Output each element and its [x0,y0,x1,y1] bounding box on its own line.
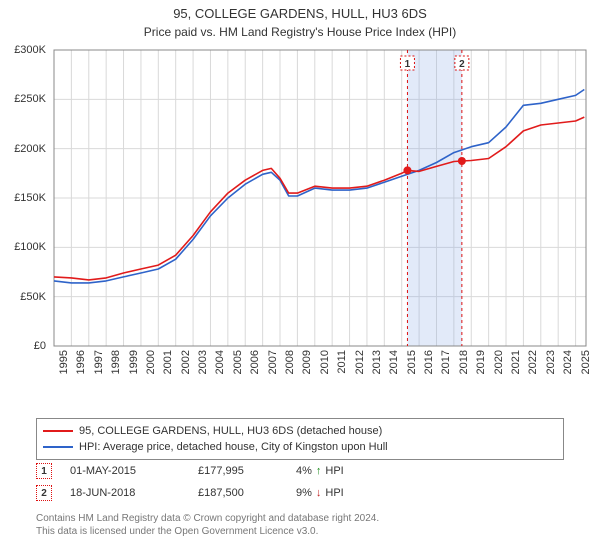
sale-price: £187,500 [198,487,278,499]
y-tick-label: £300K [4,44,46,56]
trend-arrow-icon: ↓ [316,487,322,499]
x-tick-label: 2010 [319,350,331,374]
legend: 95, COLLEGE GARDENS, HULL, HU3 6DS (deta… [36,418,564,460]
x-tick-label: 2015 [406,350,418,374]
trend-arrow-icon: ↑ [316,465,322,477]
sale-diff: 9% ↓HPI [296,487,376,499]
sale-row: 1 01-MAY-2015 £177,995 4% ↑HPI [36,460,564,482]
chart-plot: £0£50K£100K£150K£200K£250K£300K 12 19951… [8,46,592,386]
sale-ref-marker: 1 [36,463,52,479]
x-tick-label: 1995 [58,350,70,374]
chart-title: 95, COLLEGE GARDENS, HULL, HU3 6DS [0,6,600,23]
x-tick-label: 2019 [475,350,487,374]
x-tick-label: 2009 [301,350,313,374]
x-tick-label: 2004 [214,350,226,374]
x-tick-label: 1999 [128,350,140,374]
chart-titles: 95, COLLEGE GARDENS, HULL, HU3 6DS Price… [0,0,600,40]
sale-price: £177,995 [198,465,278,477]
x-tick-label: 2006 [249,350,261,374]
x-tick-label: 2021 [510,350,522,374]
chart-subtitle: Price paid vs. HM Land Registry's House … [0,25,600,41]
x-tick-label: 2014 [388,350,400,374]
x-tick-label: 2011 [336,350,348,374]
sale-date: 01-MAY-2015 [70,465,180,477]
x-tick-label: 2018 [458,350,470,374]
sales-table: 1 01-MAY-2015 £177,995 4% ↑HPI 2 18-JUN-2018 £1… [36,460,564,504]
x-tick-label: 2001 [162,350,174,374]
sale-diff-suffix: HPI [325,465,343,477]
x-tick-label: 1996 [75,350,87,374]
y-tick-label: £200K [4,143,46,155]
x-tick-label: 2016 [423,350,435,374]
sale-row: 2 18-JUN-2018 £187,500 9% ↓HPI [36,482,564,504]
y-tick-label: £50K [4,291,46,303]
sale-diff-pct: 9% [296,487,312,499]
sale-diff-pct: 4% [296,465,312,477]
y-axis-ticks: £0£50K£100K£150K£200K£250K£300K [0,46,46,386]
x-tick-label: 2020 [493,350,505,374]
x-axis-ticks: 1995 1996 1997 1998 1999 2000 2001 2002 2003 2004… [8,350,592,386]
x-tick-label: 2022 [527,350,539,374]
legend-swatch [43,430,73,432]
x-tick-label: 2002 [180,350,192,374]
sale-diff: 4% ↑HPI [296,465,376,477]
x-tick-label: 1998 [110,350,122,374]
x-tick-label: 2000 [145,350,157,374]
x-tick-label: 1997 [93,350,105,374]
x-tick-label: 2013 [371,350,383,374]
x-tick-label: 2017 [440,350,452,374]
legend-label: 95, COLLEGE GARDENS, HULL, HU3 6DS (deta… [79,425,382,437]
legend-label: HPI: Average price, detached house, City… [79,441,388,453]
svg-text:2: 2 [459,59,465,70]
sale-diff-suffix: HPI [325,487,343,499]
sale-date: 18-JUN-2018 [70,487,180,499]
sale-ref-marker: 2 [36,485,52,501]
legend-item: HPI: Average price, detached house, City… [43,439,557,455]
y-tick-label: £100K [4,241,46,253]
footnote-line-2: This data is licensed under the Open Gov… [36,525,564,538]
x-tick-label: 2023 [545,350,557,374]
footnote-line-1: Contains HM Land Registry data © Crown c… [36,512,564,525]
y-tick-label: £150K [4,192,46,204]
legend-item: 95, COLLEGE GARDENS, HULL, HU3 6DS (deta… [43,423,557,439]
x-tick-label: 2008 [284,350,296,374]
x-tick-label: 2005 [232,350,244,374]
legend-swatch [43,446,73,448]
svg-text:1: 1 [405,59,411,70]
y-tick-label: £250K [4,93,46,105]
x-tick-label: 2024 [562,350,574,374]
x-tick-label: 2025 [580,350,592,374]
x-tick-label: 2003 [197,350,209,374]
footnote: Contains HM Land Registry data © Crown c… [36,512,564,538]
chart-svg: 12 [8,46,592,386]
x-tick-label: 2007 [267,350,279,374]
x-tick-label: 2012 [354,350,366,374]
